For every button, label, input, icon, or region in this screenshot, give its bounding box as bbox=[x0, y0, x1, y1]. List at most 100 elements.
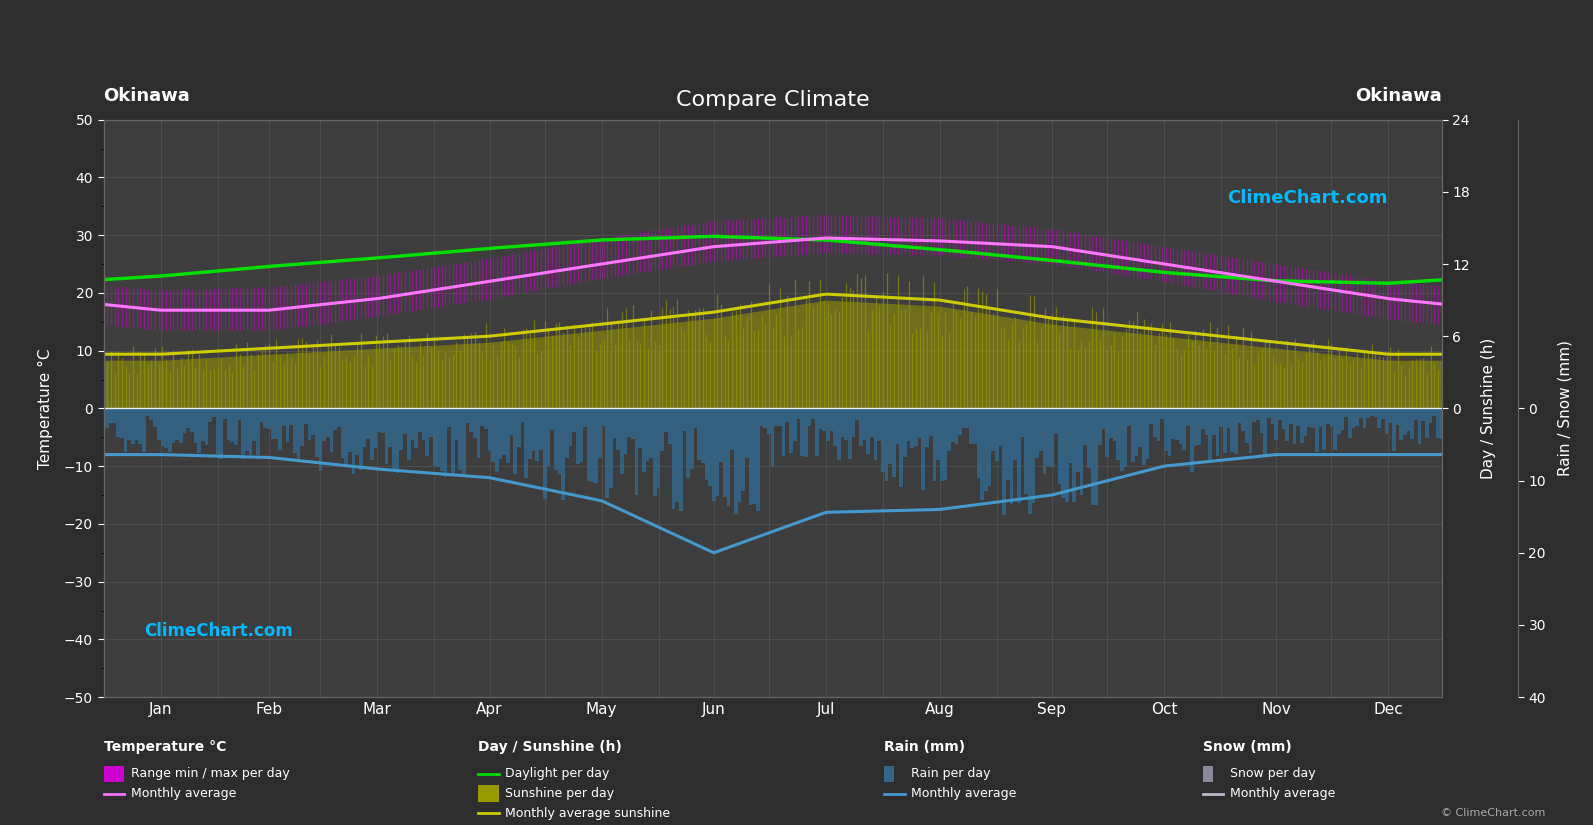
Bar bbox=[231, 408, 234, 442]
Bar bbox=[1150, 408, 1153, 424]
Text: Sunshine per day: Sunshine per day bbox=[505, 787, 615, 800]
Bar bbox=[1047, 408, 1050, 466]
Bar bbox=[403, 408, 406, 434]
Bar bbox=[1333, 408, 1337, 450]
Bar bbox=[1204, 408, 1207, 435]
Bar bbox=[535, 408, 538, 461]
Bar bbox=[242, 408, 245, 459]
Bar bbox=[374, 408, 378, 448]
Bar bbox=[156, 408, 161, 441]
Bar bbox=[723, 408, 726, 497]
Bar bbox=[315, 408, 319, 456]
Bar bbox=[1429, 408, 1432, 423]
Bar bbox=[929, 408, 932, 436]
Bar bbox=[757, 408, 760, 512]
Bar bbox=[704, 408, 709, 480]
Bar bbox=[819, 408, 822, 429]
Bar bbox=[502, 408, 507, 455]
Bar bbox=[245, 408, 249, 451]
Bar bbox=[470, 408, 473, 432]
Bar bbox=[1091, 408, 1094, 505]
Bar bbox=[1266, 408, 1271, 418]
Bar bbox=[822, 408, 825, 431]
Bar bbox=[1325, 408, 1330, 424]
Bar bbox=[119, 408, 124, 438]
Bar bbox=[597, 408, 602, 458]
Bar bbox=[1286, 408, 1289, 441]
Text: ClimeChart.com: ClimeChart.com bbox=[143, 622, 293, 640]
Bar bbox=[763, 408, 768, 427]
Title: Compare Climate: Compare Climate bbox=[675, 90, 870, 110]
Bar bbox=[108, 408, 113, 422]
Text: ClimeChart.com: ClimeChart.com bbox=[1228, 189, 1388, 207]
Bar bbox=[1337, 408, 1341, 434]
Bar bbox=[256, 408, 260, 455]
Bar bbox=[948, 408, 951, 450]
Bar bbox=[1399, 408, 1403, 440]
Bar bbox=[1440, 408, 1443, 439]
Bar bbox=[1117, 408, 1120, 460]
Bar bbox=[183, 408, 186, 433]
Bar bbox=[892, 408, 895, 478]
Bar bbox=[1198, 408, 1201, 446]
Bar bbox=[903, 408, 906, 457]
Bar bbox=[347, 408, 352, 452]
Bar bbox=[878, 408, 881, 441]
Bar bbox=[462, 408, 465, 474]
Bar bbox=[855, 408, 859, 420]
Bar bbox=[962, 408, 965, 428]
Bar bbox=[1311, 408, 1314, 427]
Bar bbox=[1164, 408, 1168, 451]
Bar bbox=[980, 408, 984, 500]
Bar bbox=[1075, 408, 1080, 472]
Bar bbox=[499, 408, 502, 460]
Bar bbox=[473, 408, 476, 438]
Bar bbox=[1094, 408, 1098, 505]
Bar bbox=[290, 408, 293, 426]
Bar bbox=[113, 408, 116, 423]
Bar bbox=[1319, 408, 1322, 427]
Bar bbox=[1102, 408, 1106, 429]
Bar bbox=[358, 408, 363, 469]
Bar bbox=[1303, 408, 1308, 436]
Bar bbox=[344, 408, 347, 464]
Bar bbox=[926, 408, 929, 446]
Bar bbox=[127, 408, 131, 441]
Bar bbox=[204, 408, 209, 446]
Bar bbox=[1027, 408, 1032, 514]
Bar bbox=[1308, 408, 1311, 427]
Bar bbox=[135, 408, 139, 441]
Bar bbox=[1039, 408, 1043, 451]
Bar bbox=[1362, 408, 1367, 427]
Bar bbox=[260, 408, 263, 422]
Bar bbox=[782, 408, 785, 455]
Bar bbox=[406, 408, 411, 460]
Bar bbox=[965, 408, 969, 428]
Bar bbox=[774, 408, 777, 426]
Bar bbox=[131, 408, 135, 444]
Bar bbox=[392, 408, 395, 471]
Bar bbox=[847, 408, 852, 460]
Bar bbox=[1341, 408, 1344, 430]
Bar bbox=[760, 408, 763, 427]
Bar bbox=[580, 408, 583, 462]
Bar bbox=[645, 408, 650, 461]
Bar bbox=[167, 408, 172, 452]
Bar bbox=[1098, 408, 1102, 445]
Bar bbox=[543, 408, 546, 499]
Bar bbox=[808, 408, 811, 426]
Bar bbox=[1437, 408, 1440, 438]
Text: Day / Sunshine (h): Day / Sunshine (h) bbox=[478, 740, 621, 753]
Bar bbox=[1134, 408, 1139, 455]
Bar bbox=[386, 408, 389, 464]
Bar bbox=[234, 408, 237, 445]
Bar bbox=[1330, 408, 1333, 427]
Bar bbox=[147, 408, 150, 416]
Bar bbox=[1043, 408, 1047, 474]
Bar bbox=[263, 408, 268, 427]
Bar bbox=[951, 408, 954, 442]
Bar bbox=[546, 408, 550, 466]
Bar bbox=[443, 408, 448, 478]
Bar bbox=[1395, 408, 1399, 425]
Bar bbox=[937, 408, 940, 460]
